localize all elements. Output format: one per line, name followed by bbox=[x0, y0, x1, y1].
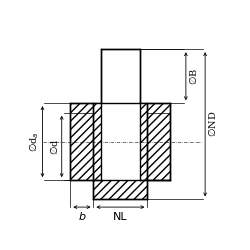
Text: b: b bbox=[78, 212, 86, 222]
Text: $\emptyset$B: $\emptyset$B bbox=[187, 68, 199, 85]
Bar bbox=[101, 49, 140, 103]
Bar bbox=[101, 103, 140, 180]
Bar bbox=[70, 103, 170, 180]
Text: $\emptyset$d$_a$: $\emptyset$d$_a$ bbox=[27, 132, 40, 152]
Text: NL: NL bbox=[113, 212, 128, 222]
Text: $\emptyset$d: $\emptyset$d bbox=[48, 138, 60, 155]
Bar bbox=[94, 103, 148, 200]
Text: $\emptyset$ND: $\emptyset$ND bbox=[206, 111, 218, 138]
